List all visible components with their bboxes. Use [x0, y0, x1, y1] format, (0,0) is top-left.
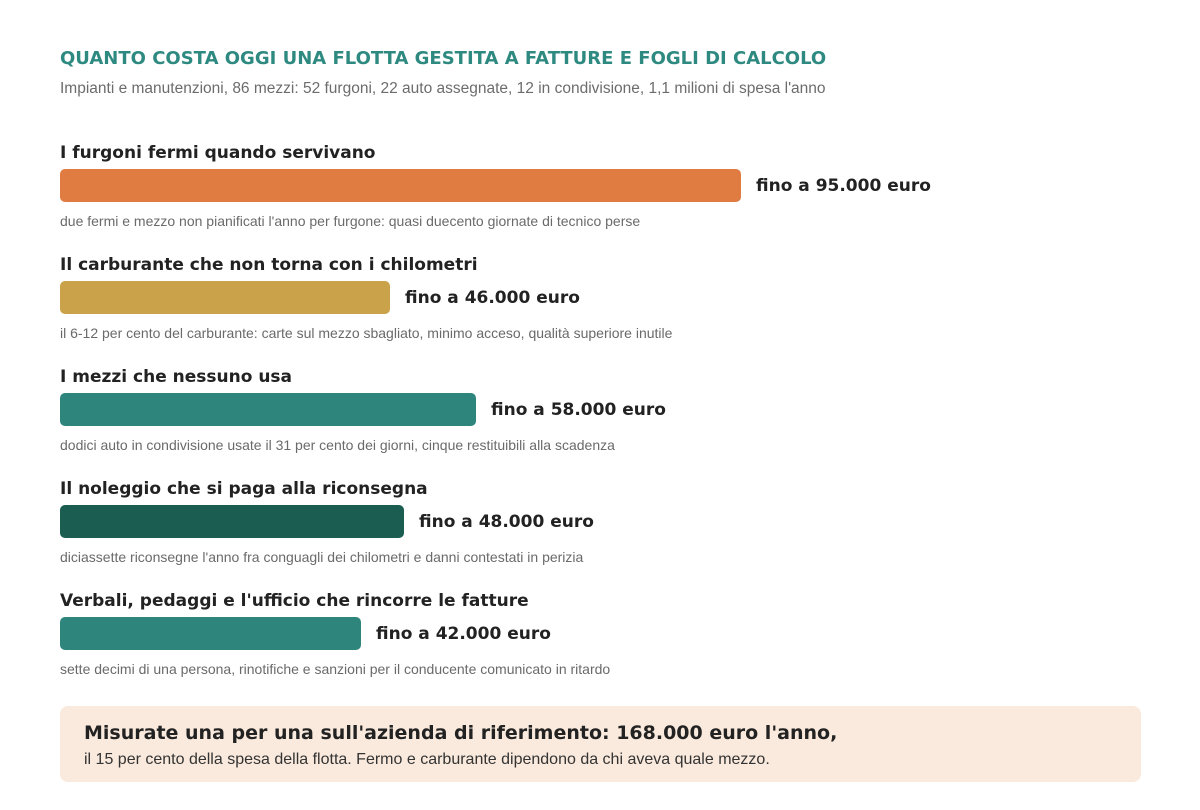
category-label: I furgoni fermi quando servivano [60, 143, 376, 163]
value-label: fino a 46.000 euro [405, 288, 580, 308]
category-label: I mezzi che nessuno usa [60, 367, 293, 387]
bar-row: I mezzi che nessuno usa fino a 58.000 eur… [60, 367, 1140, 479]
value-label: fino a 48.000 euro [419, 512, 594, 532]
category-label: Verbali, pedaggi e l'ufficio che rincorr… [60, 591, 529, 611]
bar [60, 281, 390, 314]
chart-title: QUANTO COSTA OGGI UNA FLOTTA GESTITA A F… [60, 48, 827, 69]
value-label: fino a 58.000 euro [491, 400, 666, 420]
bar-note: il 6-12 per cento del carburante: carte … [60, 325, 673, 341]
bar-row: Il carburante che non torna con i chilom… [60, 255, 1140, 367]
summary-callout: Misurate una per una sull'azienda di rif… [60, 706, 1141, 782]
bar-note: dodici auto in condivisione usate il 31 … [60, 437, 615, 453]
bar [60, 617, 361, 650]
bar-row: Il noleggio che si paga alla riconsegna f… [60, 479, 1140, 591]
bar-note: due fermi e mezzo non pianificati l'anno… [60, 213, 641, 229]
category-label: Il carburante che non torna con i chilom… [60, 255, 478, 275]
bar [60, 505, 404, 538]
bar [60, 169, 741, 202]
bar-row: I furgoni fermi quando servivano fino a 9… [60, 143, 1140, 255]
chart-subtitle: Impianti e manutenzioni, 86 mezzi: 52 fu… [60, 80, 826, 97]
bar-row: Verbali, pedaggi e l'ufficio che rincorr… [60, 591, 1140, 703]
bar-note: diciassette riconsegne l'anno fra congua… [60, 549, 584, 565]
category-label: Il noleggio che si paga alla riconsegna [60, 479, 428, 499]
callout-body: il 15 per cento della spesa della flotta… [84, 751, 770, 768]
value-label: fino a 42.000 euro [376, 624, 551, 644]
callout-headline: Misurate una per una sull'azienda di rif… [84, 722, 838, 744]
value-label: fino a 95.000 euro [756, 176, 931, 196]
bar-note: sette decimi di una persona, rinotifiche… [60, 661, 611, 677]
bar [60, 393, 476, 426]
